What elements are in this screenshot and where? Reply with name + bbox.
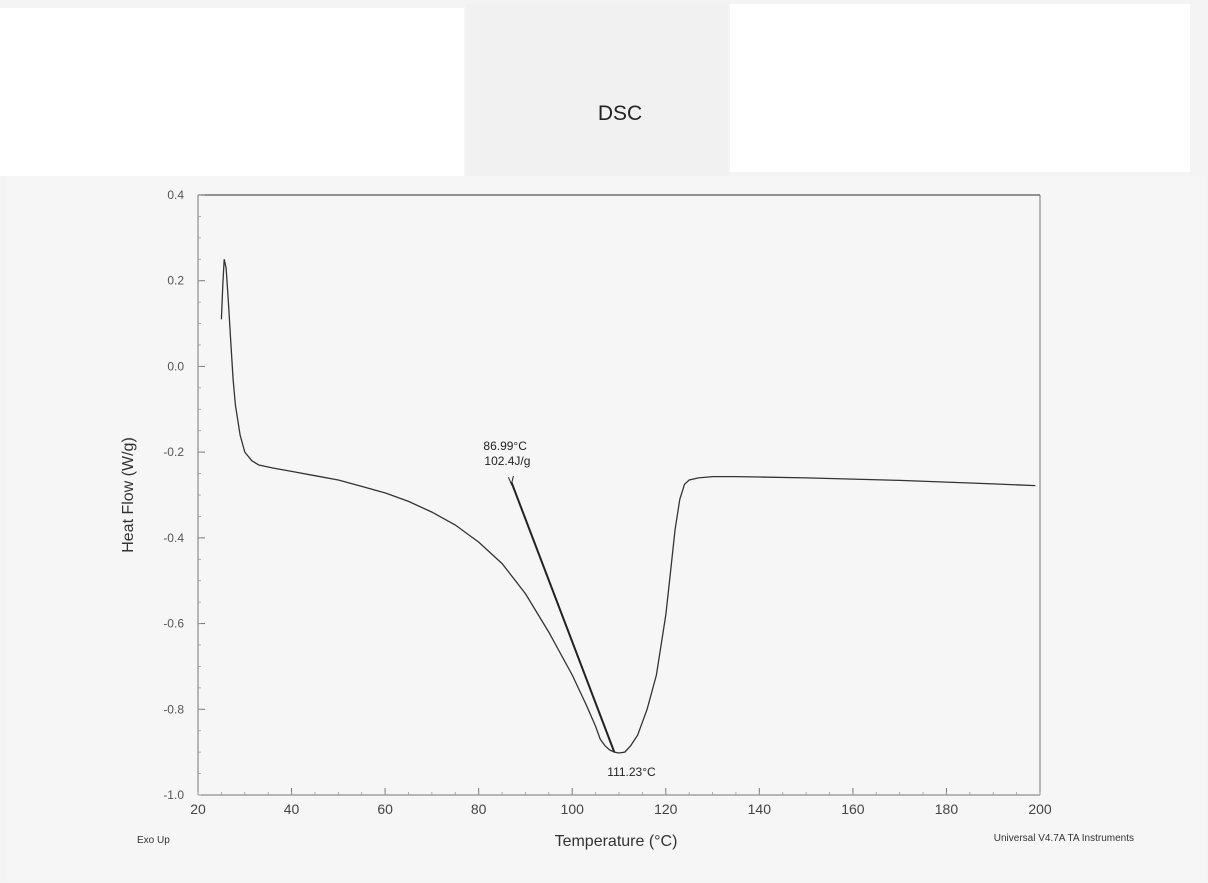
- x-tick-label: 100: [561, 801, 585, 817]
- peak-temperature-label: 111.23°C: [607, 765, 656, 779]
- x-axis-label: Temperature (°C): [555, 833, 678, 850]
- x-tick-label: 160: [841, 801, 865, 817]
- x-tick-label: 60: [377, 801, 393, 817]
- y-tick-label: 0.2: [167, 274, 184, 288]
- y-tick-label: -0.4: [163, 531, 184, 545]
- y-tick-label: 0.4: [167, 188, 184, 202]
- chart-axes: [197, 194, 1041, 796]
- enthalpy-label: 102.4J/g: [484, 454, 530, 468]
- x-tick-label: 120: [654, 801, 678, 817]
- heat-flow-curve: [220, 259, 1036, 754]
- instrument-label: Universal V4.7A TA Instruments: [994, 833, 1134, 844]
- x-tick-label: 180: [935, 801, 959, 817]
- y-ticks: 0.4 0.2 0.0 -0.2 -0.4 -0.6 -0.8 -1.0: [163, 188, 205, 802]
- x-tick-label: 40: [284, 801, 300, 817]
- x-tick-label: 200: [1028, 801, 1052, 817]
- y-tick-label: -1.0: [163, 788, 184, 802]
- chart-title: DSC: [597, 102, 643, 125]
- annotation-arrow: [507, 476, 514, 486]
- y-tick-label: -0.2: [163, 445, 184, 459]
- y-tick-label: -0.6: [163, 617, 184, 631]
- y-tick-label: 0.0: [167, 359, 184, 373]
- x-tick-label: 80: [471, 801, 487, 817]
- onset-temperature-label: 86.99°C: [483, 439, 527, 453]
- x-tick-label: 20: [190, 801, 206, 817]
- integration-baseline: [510, 481, 616, 753]
- y-tick-label: -0.8: [163, 702, 184, 716]
- x-tick-label: 140: [748, 801, 772, 817]
- x-ticks: 20 40 60 80 100 120 140 160 180 200: [190, 788, 1052, 817]
- exo-up-label: Exo Up: [137, 835, 170, 846]
- y-axis-label: Heat Flow (W/g): [120, 437, 137, 553]
